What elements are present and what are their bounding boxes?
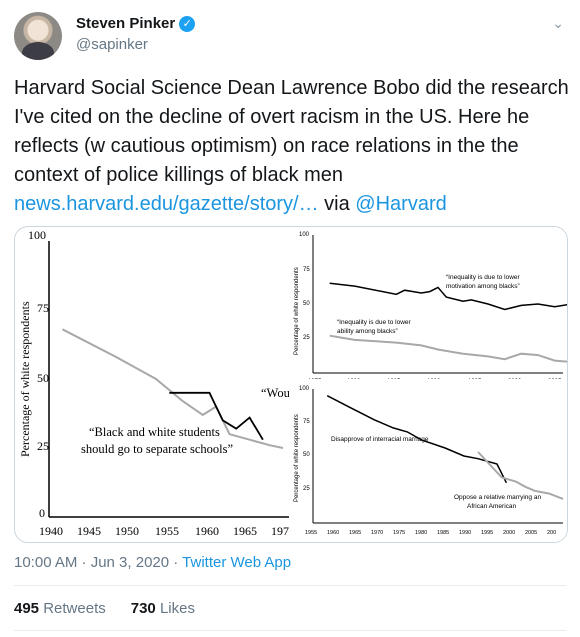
source-app-link[interactable]: Twitter Web App (182, 554, 292, 571)
rb-xtick-200: 200 (547, 530, 556, 536)
rb-xtick-1965: 1965 (349, 530, 361, 536)
left-ytick-50: 50 (37, 371, 49, 385)
left-series-gray-line (61, 328, 284, 449)
rb-ytick-75: 75 (303, 419, 310, 425)
tweet-text: Harvard Social Science Dean Lawrence Bob… (14, 74, 570, 219)
rb-annotation-oppose-2: African American (467, 503, 517, 510)
rb-xtick-2005: 2005 (525, 530, 537, 536)
rb-xtick-2000: 2000 (503, 530, 515, 536)
author-name-row[interactable]: Steven Pinker ✓ (76, 15, 196, 32)
rt-annotation-motivation-1: “Inequality is due to lower (446, 274, 521, 281)
timestamp-text[interactable]: 10:00 AM · Jun 3, 2020 · (14, 554, 183, 571)
rt-ytick-75: 75 (303, 267, 310, 273)
avatar[interactable] (14, 12, 62, 60)
rt-ytick-100: 100 (299, 232, 310, 238)
left-xtick-1945: 1945 (77, 524, 101, 538)
rb-series-gray-line (477, 451, 564, 500)
left-ylabel: Percentage of white respondents (18, 301, 32, 457)
chart-right-bottom: 100 75 50 25 Percentage of white respond… (289, 379, 567, 542)
rt-series-black-line (329, 282, 567, 311)
tweet-body: Harvard Social Science Dean Lawrence Bob… (14, 77, 569, 186)
rb-series-black-line (326, 395, 508, 484)
left-xtick-1965: 1965 (233, 524, 257, 538)
rb-xtick-1985: 1985 (437, 530, 449, 536)
rb-ytick-50: 50 (303, 452, 310, 458)
rb-xtick-1975: 1975 (393, 530, 405, 536)
retweets-stat[interactable]: 495 Retweets (14, 600, 106, 617)
chart-right-top: 100 75 50 25 Percentage of white respond… (289, 227, 567, 385)
right-top-background (289, 227, 567, 379)
left-series-black-line (169, 391, 264, 441)
rt-series-gray-line (329, 334, 567, 363)
rb-ylabel: Percentage of white respondents (294, 414, 300, 502)
likes-label: Likes (159, 600, 195, 617)
retweets-label: Retweets (43, 600, 106, 617)
left-ytick-100: 100 (28, 228, 46, 242)
via-text: via (318, 193, 356, 215)
divider-bottom (14, 630, 566, 631)
likes-count: 730 (130, 600, 156, 617)
chevron-down-icon[interactable]: ⌄ (552, 16, 564, 32)
author-handle[interactable]: @sapinker (76, 36, 148, 53)
left-xtick-197: 197 (271, 524, 289, 538)
rb-ytick-25: 25 (303, 486, 310, 492)
retweets-count: 495 (14, 600, 40, 617)
rb-annotation-disapprove: Disapprove of interracial marriage (331, 436, 429, 443)
tweet-timestamp: 10:00 AM · Jun 3, 2020 · Twitter Web App (14, 554, 291, 571)
rb-xtick-1955: 1955 (305, 530, 317, 536)
likes-stat[interactable]: 730 Likes (131, 600, 195, 617)
tweet-media-image[interactable]: 100 75 50 25 0 Percentage of white respo… (14, 226, 568, 543)
right-bottom-background (289, 379, 567, 542)
left-xtick-1960: 1960 (195, 524, 219, 538)
rt-ytick-50: 50 (303, 301, 310, 307)
rb-xtick-1990: 1990 (459, 530, 471, 536)
divider-top (14, 585, 566, 586)
rb-xtick-1960: 1960 (327, 530, 339, 536)
rb-ytick-100: 100 (299, 386, 310, 392)
rt-annotation-ability-1: “Inequality is due to lower (337, 319, 412, 326)
charts-image: 100 75 50 25 0 Percentage of white respo… (18, 227, 567, 542)
left-annotation-wou: “Wou (261, 386, 291, 400)
left-xtick-1950: 1950 (115, 524, 139, 538)
left-annotation-line1: “Black and white students (89, 425, 220, 439)
left-ytick-25: 25 (37, 439, 49, 453)
left-xtick-1955: 1955 (155, 524, 179, 538)
rb-xtick-1970: 1970 (371, 530, 383, 536)
chart-left: 100 75 50 25 0 Percentage of white respo… (18, 228, 305, 538)
rb-xtick-1980: 1980 (415, 530, 427, 536)
rb-annotation-oppose-1: Oppose a relative marrying an (454, 494, 541, 501)
verified-badge-icon: ✓ (179, 15, 196, 32)
article-link[interactable]: news.harvard.edu/gazette/story/… (14, 193, 319, 215)
left-ytick-0: 0 (39, 506, 45, 520)
engagement-stats: 495 Retweets 730 Likes (14, 600, 195, 617)
left-ytick-75: 75 (37, 301, 49, 315)
left-annotation-line2: should go to separate schools” (81, 442, 233, 456)
rt-ytick-25: 25 (303, 335, 310, 341)
rt-annotation-motivation-2: motivation among blacks” (446, 283, 520, 290)
rt-annotation-ability-2: ability among blacks” (337, 328, 398, 335)
left-xtick-1940: 1940 (39, 524, 63, 538)
rb-xtick-1995: 1995 (481, 530, 493, 536)
harvard-mention-link[interactable]: @Harvard (355, 193, 447, 215)
tweet-header: Steven Pinker ✓ @sapinker ⌄ (14, 12, 566, 62)
rt-ylabel: Percentage of white respondents (294, 267, 300, 355)
author-display-name[interactable]: Steven Pinker (76, 15, 176, 32)
